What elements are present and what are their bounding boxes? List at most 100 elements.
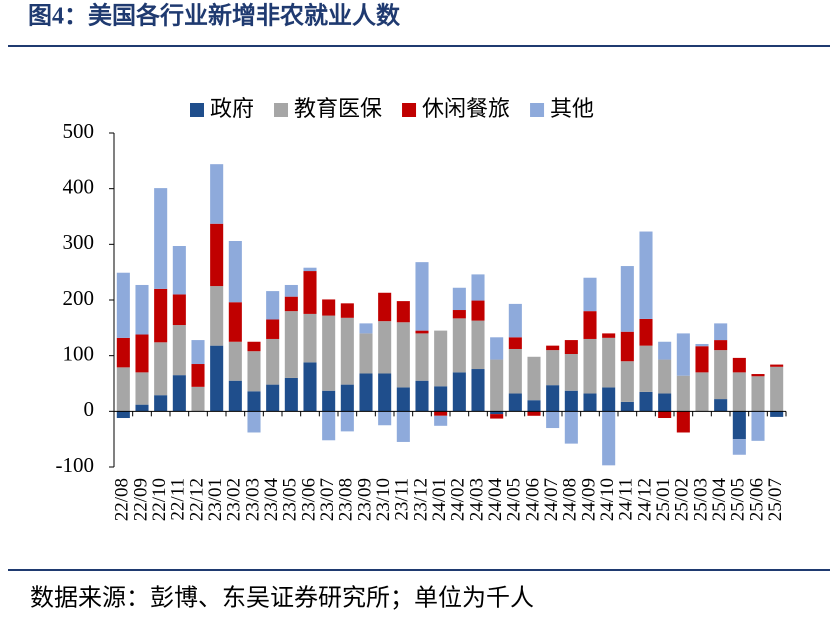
bar-segment [732,357,746,373]
legend-label: 休闲餐旅 [422,96,510,121]
bar-segment [154,342,168,396]
bar-segment [284,377,298,412]
x-tick-label: 25/07 [765,478,786,521]
bar-segment [602,337,616,388]
bar-segment [471,369,485,412]
bar-segment [116,272,130,338]
bar-segment [452,318,466,373]
bar-segment [434,415,448,426]
bar-segment [284,311,298,378]
bar-segment [303,267,317,272]
bar-segment [434,330,448,387]
y-tick-label: 400 [63,174,95,198]
x-tick-label: 24/05 [504,478,525,521]
x-tick-label: 23/03 [242,478,263,521]
bar-segment [210,223,224,287]
x-tick-label: 23/05 [280,478,301,521]
bar-segment [378,292,392,322]
legend-swatch [190,103,204,117]
y-tick-label: 100 [63,341,95,365]
x-tick-label: 24/07 [541,478,562,521]
bar-segment [322,315,336,391]
y-tick-label: 200 [63,286,95,310]
bar-segment [490,337,504,360]
y-tick-label: 0 [84,397,95,421]
bar-segment [434,386,448,412]
x-tick-label: 22/11 [168,478,189,521]
bar-segment [714,323,728,341]
bar-segment [359,373,373,412]
chart-title: 图4：美国各行业新增非农就业人数 [28,2,401,30]
legend-swatch [402,103,417,117]
bar-segment [266,384,280,412]
bar-segment [228,302,242,342]
bar-segment [583,393,597,412]
x-tick-label: 24/11 [616,478,637,521]
x-tick-label: 22/10 [149,478,170,521]
bar-segment [564,390,578,412]
bar-segment [228,341,242,381]
bar-segment [508,393,522,412]
bar-segment [340,384,354,412]
x-tick-label: 23/12 [410,478,431,521]
bar-segment [639,391,653,412]
bar-segment [340,411,354,432]
bar-segment [154,188,168,289]
bar-segment [378,411,392,426]
bar-segment [770,364,784,367]
bar-segment [247,391,261,412]
legend-swatch [530,103,545,117]
bar-segment [396,387,410,412]
bar-segment [322,411,336,441]
y-tick-label: 500 [63,119,95,143]
bar-segment [191,340,205,365]
bar-segment [714,340,728,351]
bar-segment [415,333,429,381]
bar-segment [620,331,634,362]
bar-segment [527,411,541,416]
bar-segment [732,411,746,440]
bar-segment [154,395,168,412]
bar-segment [546,411,560,429]
x-tick-label: 24/06 [522,478,543,521]
bar-segment [116,337,130,368]
bar-segment [471,300,485,321]
bar-segment [490,411,504,415]
legend-label: 教育医保 [294,96,382,121]
bar-segment [210,286,224,346]
bar-segment [658,341,672,360]
x-tick-label: 25/06 [746,478,767,521]
bar-segment [135,284,149,335]
bar-segment [303,271,317,314]
bar-segment [378,373,392,412]
bar-segment [303,362,317,412]
x-tick-label: 22/12 [186,478,207,521]
x-tick-label: 24/03 [466,478,487,521]
bar-segment [415,262,429,331]
bar-segment [266,291,280,320]
x-tick-label: 24/12 [634,478,655,521]
bar-segment [620,266,634,332]
bar-segment [751,376,765,412]
bar-segment [546,345,560,351]
bar-segment [676,411,690,433]
bar-segment [602,387,616,412]
bar-segment [415,380,429,412]
bar-segment [191,364,205,387]
x-tick-label: 23/02 [224,478,245,521]
bar-segment [490,414,504,419]
bar-segment [228,380,242,412]
x-tick-label: 24/04 [485,478,506,522]
bar-segment [247,351,261,392]
x-tick-label: 24/09 [578,478,599,521]
bar-segment [340,317,354,385]
bar-segment [452,372,466,412]
bar-segment [396,411,410,442]
x-tick-label: 25/05 [728,478,749,521]
bar-segment [770,366,784,412]
bar-segment [266,338,280,385]
bar-segment [359,323,373,334]
bar-segment [732,372,746,412]
bar-segment [770,411,784,417]
